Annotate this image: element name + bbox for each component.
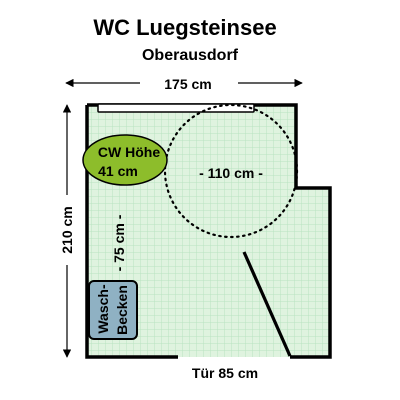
toilet-bowl xyxy=(82,134,168,186)
width-dimension-label: 175 cm xyxy=(164,76,211,92)
door-leaf xyxy=(242,251,292,357)
washbasin-label-line2: Becken xyxy=(114,285,130,335)
washbasin xyxy=(88,280,138,340)
turning-circle-label: - 110 cm - xyxy=(199,165,263,181)
left-wall xyxy=(85,105,178,359)
height-label-background xyxy=(56,195,78,265)
basin-distance-label: - 75 cm - xyxy=(111,214,127,271)
height-dimension-label: 210 cm xyxy=(59,206,75,253)
door-width-label: Tür 85 cm xyxy=(192,365,258,381)
toilet-height-value: 41 cm xyxy=(98,163,138,179)
plan-title: WC Luegsteinsee xyxy=(93,15,276,40)
plan-subtitle: Oberausdorf xyxy=(142,47,239,64)
turning-circle xyxy=(163,103,299,239)
washbasin-label-line1: Wasch- xyxy=(95,284,111,334)
toilet-height-label: CW Höhe xyxy=(98,144,160,160)
cistern xyxy=(97,103,255,113)
width-label-background xyxy=(140,72,238,94)
right-wall xyxy=(87,103,332,359)
